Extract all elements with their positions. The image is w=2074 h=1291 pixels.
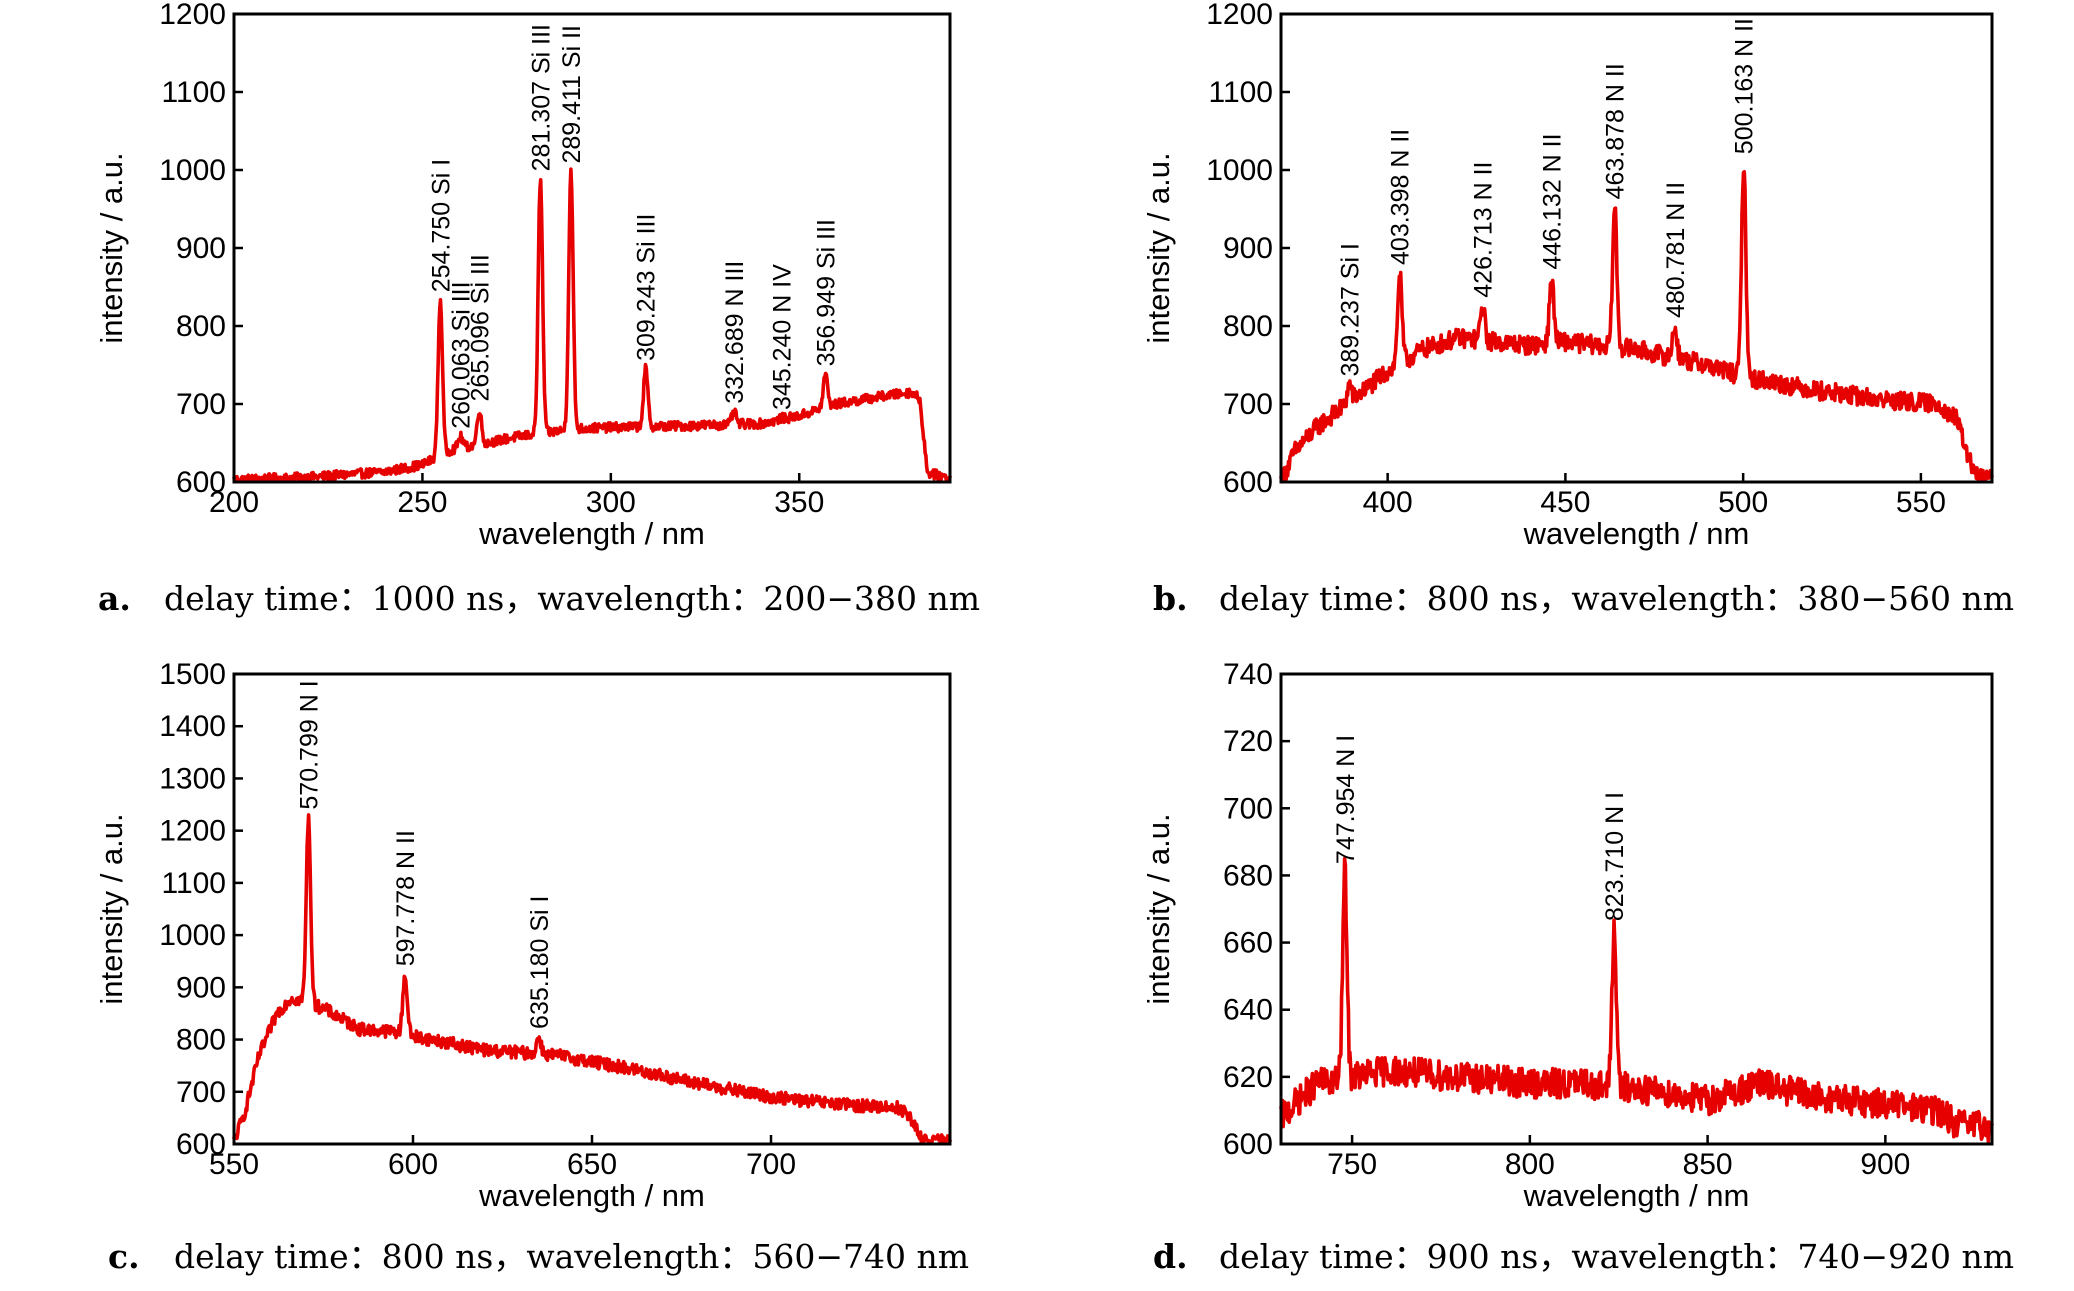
x-axis-title: wavelength / nm bbox=[478, 516, 705, 551]
y-tick-label: 900 bbox=[1223, 232, 1273, 265]
y-tick-label: 1200 bbox=[159, 815, 226, 848]
y-axis-title: intensity / a.u. bbox=[1141, 152, 1176, 343]
y-tick-label: 1200 bbox=[159, 0, 226, 31]
y-tick-label: 640 bbox=[1223, 994, 1273, 1027]
peak-label: 597.778 N II bbox=[392, 830, 420, 966]
y-tick-label: 1400 bbox=[159, 710, 226, 743]
x-tick-label: 550 bbox=[209, 1148, 259, 1181]
chart-panel-3: 550 600 650 7006007008009001000110012001300… bbox=[94, 658, 969, 1276]
y-tick-label: 700 bbox=[176, 388, 226, 421]
peak-label: 570.799 N I bbox=[295, 680, 323, 809]
peak-label: 463.878 N II bbox=[1602, 63, 1630, 199]
panel-caption: delay time：1000 ns，wavelength：200−380 nm bbox=[164, 579, 980, 618]
peak-label: 500.163 N II bbox=[1731, 18, 1759, 154]
peak-label: 289.411 Si II bbox=[558, 25, 586, 164]
peak-label: 345.240 N IV bbox=[768, 264, 796, 410]
panel-caption: delay time：800 ns，wavelength：380−560 nm bbox=[1219, 579, 2014, 618]
panel-letter: b. bbox=[1153, 579, 1188, 618]
y-axis-title: intensity / a.u. bbox=[94, 152, 129, 343]
peak-label: 635.180 Si I bbox=[526, 896, 554, 1029]
peak-label: 389.237 Si I bbox=[1336, 243, 1364, 376]
x-axis-title: wavelength / nm bbox=[1523, 516, 1750, 551]
y-tick-label: 600 bbox=[1223, 1128, 1273, 1161]
y-tick-label: 1100 bbox=[1208, 76, 1273, 109]
panel-letter: c. bbox=[108, 1237, 140, 1276]
peak-label: 356.949 Si III bbox=[812, 219, 840, 366]
y-tick-label: 800 bbox=[1223, 310, 1273, 343]
spectrum-line bbox=[1279, 856, 1994, 1144]
y-tick-label: 700 bbox=[176, 1076, 226, 1109]
y-tick-label: 660 bbox=[1223, 927, 1273, 960]
x-tick-label: 750 bbox=[1327, 1148, 1377, 1181]
spectrum-line bbox=[232, 813, 952, 1145]
y-tick-label: 1500 bbox=[159, 658, 226, 691]
x-tick-label: 700 bbox=[746, 1148, 796, 1181]
y-tick-label: 900 bbox=[176, 232, 226, 265]
plot-frame bbox=[232, 672, 952, 1146]
y-tick-label: 1100 bbox=[161, 867, 226, 900]
panel-caption: delay time：800 ns，wavelength：560−740 nm bbox=[174, 1237, 969, 1276]
peak-label: 823.710 N I bbox=[1601, 792, 1629, 921]
peak-label: 265.096 Si III bbox=[466, 254, 494, 401]
peak-label: 309.243 Si III bbox=[633, 214, 661, 361]
panel-letter: a. bbox=[98, 579, 131, 618]
peak-label: 747.954 N I bbox=[1332, 735, 1360, 864]
x-axis-title: wavelength / nm bbox=[478, 1178, 705, 1213]
peak-label: 426.713 N II bbox=[1470, 162, 1498, 298]
x-tick-label: 200 bbox=[209, 486, 259, 519]
y-tick-label: 600 bbox=[176, 466, 226, 499]
y-tick-label: 700 bbox=[1223, 792, 1273, 825]
plot-frame bbox=[232, 12, 952, 484]
x-tick-label: 350 bbox=[774, 486, 824, 519]
peak-label: 260.063 Si III bbox=[447, 281, 475, 428]
x-tick-label: 600 bbox=[388, 1148, 438, 1181]
y-tick-label: 1100 bbox=[161, 76, 226, 109]
peak-label: 446.132 N II bbox=[1539, 133, 1567, 269]
y-tick-label: 620 bbox=[1223, 1061, 1273, 1094]
y-tick-label: 800 bbox=[176, 1024, 226, 1057]
y-tick-label: 600 bbox=[1223, 466, 1273, 499]
plot-frame bbox=[1279, 672, 1994, 1146]
y-tick-label: 740 bbox=[1223, 658, 1273, 691]
y-tick-label: 1000 bbox=[159, 154, 226, 187]
y-tick-label: 900 bbox=[176, 971, 226, 1004]
y-axis-title: intensity / a.u. bbox=[1141, 813, 1176, 1004]
y-tick-label: 1200 bbox=[1206, 0, 1273, 31]
x-tick-label: 550 bbox=[1896, 486, 1946, 519]
y-tick-label: 1000 bbox=[1206, 154, 1273, 187]
y-axis-title: intensity / a.u. bbox=[94, 813, 129, 1004]
x-axis-title: wavelength / nm bbox=[1523, 1178, 1750, 1213]
peak-label: 480.781 N II bbox=[1662, 182, 1690, 318]
x-tick-label: 800 bbox=[1505, 1148, 1555, 1181]
x-tick-label: 850 bbox=[1683, 1148, 1733, 1181]
x-tick-label: 900 bbox=[1860, 1148, 1910, 1181]
y-tick-label: 600 bbox=[176, 1128, 226, 1161]
chart-panel-4: 750 800 850 900 600 620 640 660 680 700 720 740 wave… bbox=[1141, 658, 2014, 1276]
chart-panel-1: 200 250 300 350 600 700 800 900 1000 1100 1200 wave… bbox=[94, 0, 980, 618]
x-tick-label: 450 bbox=[1540, 486, 1590, 519]
y-tick-label: 680 bbox=[1223, 859, 1273, 892]
spectrum-line bbox=[1279, 170, 1994, 483]
peak-label: 332.689 N III bbox=[721, 261, 749, 404]
peak-label: 254.750 Si I bbox=[427, 159, 455, 292]
chart-panel-2: 400 450 500 550 600 700 800 900 1000 1100 1200 wave… bbox=[1141, 0, 2014, 618]
x-tick-label: 500 bbox=[1718, 486, 1768, 519]
panel-letter: d. bbox=[1153, 1237, 1188, 1276]
y-tick-label: 720 bbox=[1223, 725, 1273, 758]
x-tick-label: 300 bbox=[586, 486, 636, 519]
spectrum-line bbox=[232, 167, 952, 483]
panel-caption: delay time：900 ns，wavelength：740−920 nm bbox=[1219, 1237, 2014, 1276]
y-tick-label: 700 bbox=[1223, 388, 1273, 421]
y-tick-label: 1000 bbox=[159, 919, 226, 952]
x-tick-label: 250 bbox=[397, 486, 447, 519]
y-tick-label: 800 bbox=[176, 310, 226, 343]
peak-label: 281.307 Si III bbox=[527, 24, 555, 171]
peak-label: 403.398 N II bbox=[1387, 129, 1415, 265]
x-tick-label: 650 bbox=[567, 1148, 617, 1181]
y-tick-label: 1300 bbox=[159, 762, 226, 795]
x-tick-label: 400 bbox=[1363, 486, 1413, 519]
